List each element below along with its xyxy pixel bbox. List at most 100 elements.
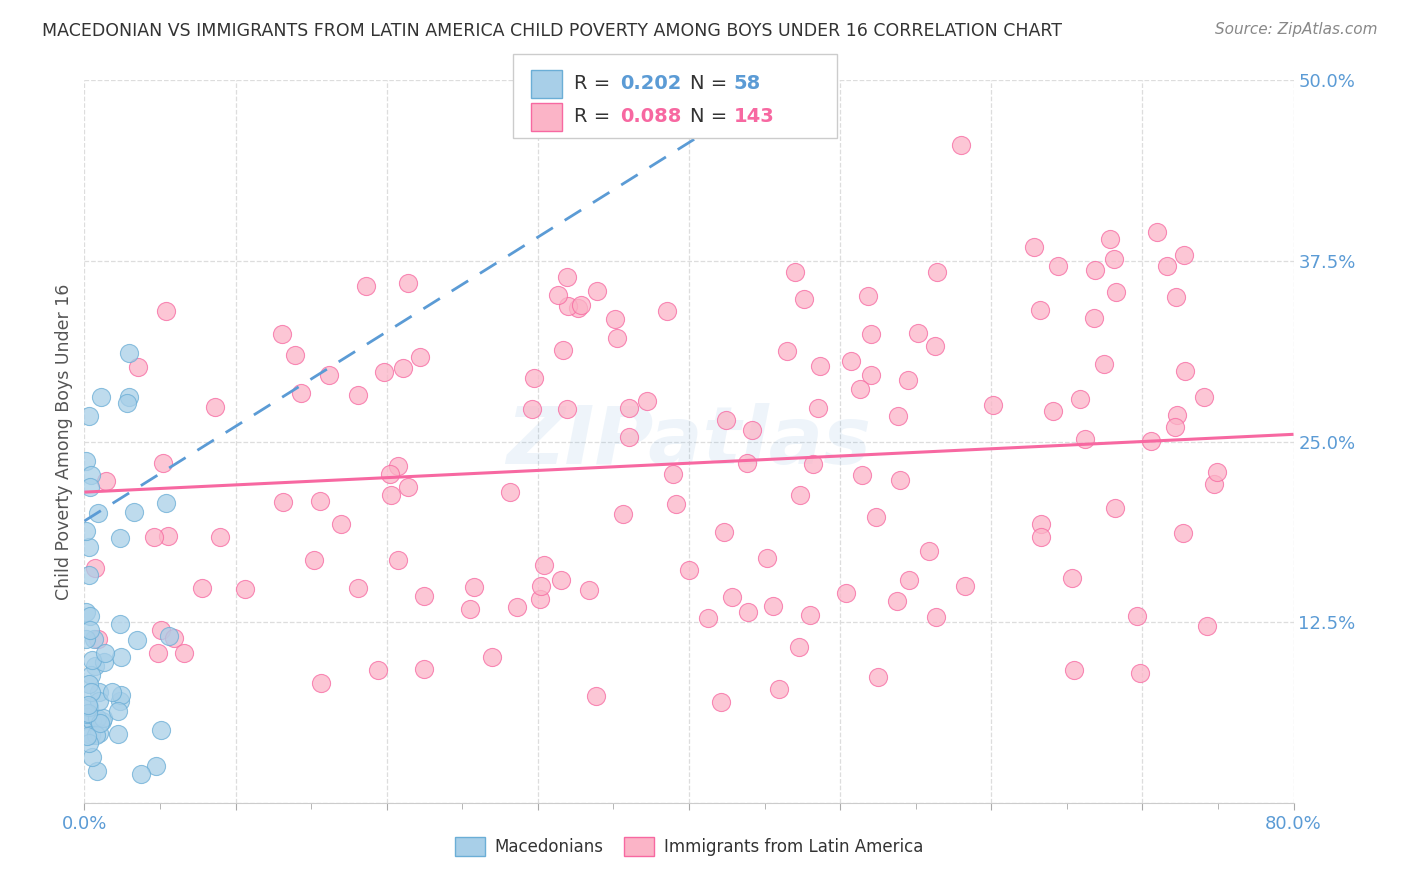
Point [953,579,976,593]
Point [157,529,180,543]
Point [347,581,370,595]
Text: R =: R = [574,74,616,93]
Point [77,736,100,750]
Point [75,605,97,619]
Point [86,507,108,521]
Point [1146,225,1168,239]
Point [76,706,98,720]
Point [346,388,368,402]
Point [108,694,131,708]
Point [1102,252,1125,267]
Point [1174,364,1197,378]
Point [849,382,872,396]
Point [522,402,544,417]
Point [612,507,634,521]
Point [124,505,146,519]
Point [110,649,132,664]
Point [77,700,100,714]
Point [87,694,110,708]
Point [89,726,111,740]
Point [80,653,103,667]
Point [76,729,98,743]
Point [412,590,434,604]
Point [860,327,883,342]
Point [603,311,626,326]
Point [950,138,973,153]
Point [131,767,153,781]
Point [387,553,409,567]
Point [1074,432,1097,446]
Point [787,640,810,655]
Point [665,497,688,511]
Point [918,544,941,558]
Point [86,764,108,778]
Point [367,664,389,678]
Point [1104,500,1126,515]
Point [1105,285,1128,299]
Point [886,594,908,608]
Point [865,509,887,524]
Point [789,488,811,502]
Point [155,303,177,318]
Text: 0.088: 0.088 [620,107,682,126]
Point [768,682,790,697]
Point [499,485,522,500]
Point [77,698,100,712]
Point [1022,240,1045,254]
Point [204,400,226,414]
Y-axis label: Child Poverty Among Boys Under 16: Child Poverty Among Boys Under 16 [55,284,73,599]
Point [458,602,481,616]
Text: ZIPatlas: ZIPatlas [506,402,872,481]
Point [75,454,97,468]
Point [271,495,294,509]
Point [578,582,600,597]
Text: MACEDONIAN VS IMMIGRANTS FROM LATIN AMERICA CHILD POVERTY AMONG BOYS UNDER 16 CO: MACEDONIAN VS IMMIGRANTS FROM LATIN AMER… [42,22,1062,40]
Point [1173,248,1195,262]
Point [80,750,103,764]
Text: 58: 58 [734,74,761,93]
Point [783,265,806,279]
Point [93,646,115,660]
Point [309,494,332,508]
Point [925,265,948,279]
Point [143,530,166,544]
Text: R =: R = [574,107,616,126]
Text: 143: 143 [734,107,775,126]
Point [793,293,815,307]
Point [721,590,744,604]
Point [835,586,858,600]
Point [529,591,551,606]
Point [801,457,824,471]
Point [1171,526,1194,541]
Point [907,326,929,340]
Point [1192,390,1215,404]
Point [924,610,946,624]
Point [148,647,170,661]
Point [1092,357,1115,371]
Point [75,632,97,646]
Point [856,288,879,302]
Point [1156,259,1178,273]
Point [1166,409,1188,423]
Point [636,393,658,408]
Point [89,684,111,698]
Point [463,580,485,594]
Point [155,495,177,509]
Point [79,728,101,742]
Point [737,457,759,471]
Point [606,331,628,345]
Point [808,359,831,373]
Point [80,685,103,699]
Point [75,524,97,538]
Point [91,714,114,728]
Point [127,632,149,647]
Point [851,468,873,483]
Point [191,582,214,596]
Point [1060,571,1083,585]
Point [799,607,821,622]
Point [713,524,735,539]
Point [1042,404,1064,418]
Point [80,668,103,682]
Text: Source: ZipAtlas.com: Source: ZipAtlas.com [1215,22,1378,37]
Point [924,339,946,353]
